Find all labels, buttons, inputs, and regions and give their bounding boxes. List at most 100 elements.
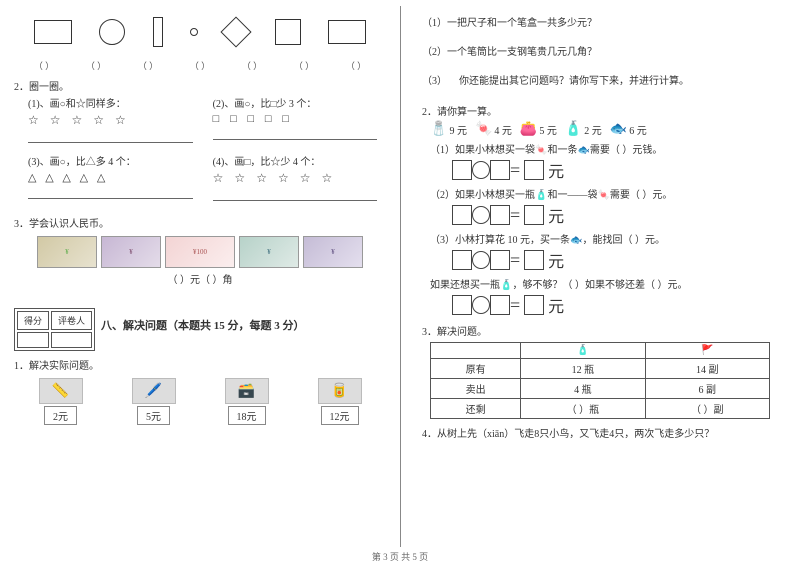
q2-3-text: (3)、画○，比△多 4 个：: [28, 153, 193, 168]
yuan-jiao-blank: （ ）元（ ）角: [14, 271, 386, 286]
stars-row-6: ☆ ☆ ☆ ☆ ☆ ☆: [213, 171, 378, 186]
blank-circle: [472, 161, 490, 179]
good-d-price: 2 元: [584, 122, 602, 137]
blank-square: [452, 295, 472, 315]
yuan-label: 元: [548, 248, 568, 272]
drink-icon: 🧴: [565, 121, 582, 138]
r2-1-text: （1）如果小林想买一袋🍬和一条🐟需要（ ）元钱。: [430, 141, 786, 156]
paren: （ ）: [138, 59, 158, 72]
yuan-label: 元: [548, 293, 568, 317]
q8-1-title: 1．解决实际问题。: [14, 357, 386, 372]
paren: （ ）: [86, 59, 106, 72]
q3-title: 3．学会认识人民币。: [14, 215, 386, 230]
shape-tall-rectangle: [153, 17, 163, 47]
equation-row-1: = 元: [452, 158, 786, 182]
bill-icon: ¥: [239, 236, 299, 268]
blank-square: [490, 250, 510, 270]
bill-icon: ¥: [37, 236, 97, 268]
price-pen: 5元: [137, 406, 170, 425]
good-c-price: 5 元: [539, 122, 557, 137]
blank-circle: [472, 296, 490, 314]
r1-c-text: 你还能提出其它问题吗？请你写下来，并进行计算。: [459, 72, 689, 87]
cell-label: 原有: [431, 359, 521, 379]
blank-square: [490, 295, 510, 315]
shape-answer-parens: （ ） （ ） （ ） （ ） （ ） （ ） （ ）: [14, 59, 386, 72]
items-row: 📏 2元 🖊️ 5元 🗃️ 18元 🥫 12元: [14, 378, 386, 425]
blank-square: [524, 295, 544, 315]
bill-icon: ¥: [303, 236, 363, 268]
score-header: 得分: [17, 311, 49, 330]
pen-holder-icon: 🥫: [318, 378, 362, 404]
shape-circle: [99, 19, 125, 45]
shape-square: [275, 19, 301, 45]
th-flag-icon: 🚩: [645, 343, 769, 359]
blank-square: [524, 160, 544, 180]
cell-value: 12 瓶: [521, 359, 645, 379]
goods-row: 🧂9 元 🍬4 元 👛5 元 🧴2 元 🐟6 元: [430, 121, 786, 138]
answer-line: [28, 131, 193, 143]
blank-square: [490, 205, 510, 225]
good-e-price: 6 元: [629, 122, 647, 137]
paren: （ ）: [190, 59, 210, 72]
q2-3: (3)、画○，比△多 4 个： △ △ △ △ △: [28, 153, 193, 201]
q2-title: 2．圈一圈。: [14, 78, 386, 93]
stars-row: ☆ ☆ ☆ ☆ ☆: [28, 113, 193, 128]
q2-2: (2)、画○，比□少 3 个： □ □ □ □ □: [213, 95, 378, 143]
cell-label: 还剩: [431, 399, 521, 419]
squares-row: □ □ □ □ □: [213, 113, 378, 125]
inventory-table: 🧴 🚩 原有 12 瓶 14 副 卖出 4 瓶 6 副 还剩 （ ）瓶 （ ）副: [430, 342, 770, 419]
paren: （ ）: [294, 59, 314, 72]
paren: （ ）: [34, 59, 54, 72]
item-pen-holder: 🥫 12元: [318, 378, 362, 425]
r1-b: （2）一个笔筒比一支钢笔贵几元几角？: [422, 43, 786, 58]
cell-value: 4 瓶: [521, 379, 645, 399]
blank-square: [452, 250, 472, 270]
good-a-price: 9 元: [449, 122, 467, 137]
left-column: （ ） （ ） （ ） （ ） （ ） （ ） （ ） 2．圈一圈。 (1)、画…: [0, 0, 400, 545]
q2-1-text: (1)、画○和☆同样多：: [28, 95, 193, 110]
good-b-price: 4 元: [494, 122, 512, 137]
r3-title: 3．解决问题。: [422, 323, 786, 338]
blank-square: [524, 250, 544, 270]
table-row: 卖出 4 瓶 6 副: [431, 379, 770, 399]
pen-icon: 🖊️: [132, 378, 176, 404]
equation-row-3: = 元: [452, 248, 786, 272]
blank-square: [524, 205, 544, 225]
triangles-row: △ △ △ △ △: [28, 171, 193, 184]
price-ruler: 2元: [44, 406, 77, 425]
equation-row-2: = 元: [452, 203, 786, 227]
bottle-icon: 🧂: [430, 121, 447, 138]
answer-line: [28, 187, 193, 199]
price-case: 18元: [228, 406, 266, 425]
table-row: 原有 12 瓶 14 副: [431, 359, 770, 379]
price-cup: 12元: [321, 406, 359, 425]
bill-100-icon: ¥100: [165, 236, 235, 268]
shape-rectangle-2: [328, 20, 366, 44]
item-pencil-case: 🗃️ 18元: [225, 378, 269, 425]
score-box: 得分 评卷人: [14, 308, 95, 351]
shape-diamond: [221, 16, 252, 47]
blank-circle: [472, 251, 490, 269]
answer-line: [213, 189, 378, 201]
cell-value: （ ）瓶: [521, 399, 645, 419]
r2-title: 2．请你算一算。: [422, 103, 786, 118]
blank-square: [490, 160, 510, 180]
page-footer: 第 3 页 共 5 页: [0, 550, 800, 563]
th-blank: [431, 343, 521, 359]
shape-rectangle: [34, 20, 72, 44]
q2-2-text: (2)、画○，比□少 3 个：: [213, 95, 378, 110]
r2-2-text: （2）如果小林想买一瓶🧴和一——袋🍬需要（ ）元。: [430, 186, 786, 201]
r2-3-text: （3）小林打算花 10 元，买一条🐟，能找回（ ）元。: [430, 231, 786, 246]
shapes-row: [14, 8, 386, 56]
cell-value: 14 副: [645, 359, 769, 379]
blank-circle: [472, 206, 490, 224]
q2-4: (4)、画□，比☆少 4 个： ☆ ☆ ☆ ☆ ☆ ☆: [213, 153, 378, 201]
paren: （ ）: [242, 59, 262, 72]
table-row: 还剩 （ ）瓶 （ ）副: [431, 399, 770, 419]
answer-line: [213, 128, 378, 140]
item-pen: 🖊️ 5元: [132, 378, 176, 425]
yuan-label: 元: [548, 158, 568, 182]
yuan-label: 元: [548, 203, 568, 227]
r1-c-label: （3）: [422, 72, 447, 87]
right-column: （1）一把尺子和一个笔盒一共多少元？ （2）一个笔筒比一支钢笔贵几元几角？ （3…: [400, 0, 800, 545]
